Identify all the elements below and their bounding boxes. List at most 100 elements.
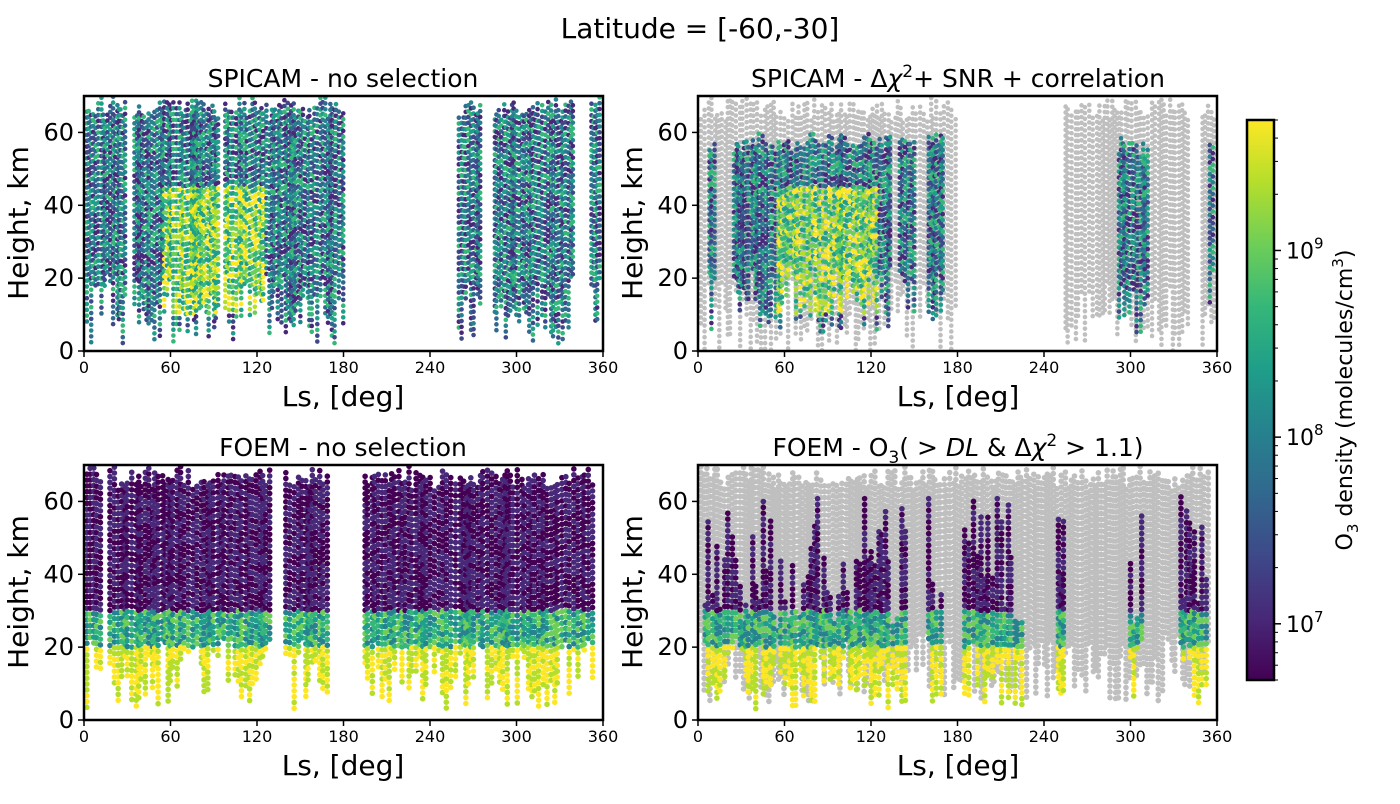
data-point: [216, 175, 221, 180]
data-point: [478, 225, 483, 230]
data-point: [478, 126, 483, 131]
data-point: [478, 260, 483, 265]
data-point: [141, 114, 146, 119]
data-point: [341, 251, 346, 256]
data-point: [210, 103, 215, 108]
data-point: [279, 314, 284, 319]
data-point: [123, 292, 128, 297]
data-point: [323, 101, 328, 106]
data-point: [332, 341, 337, 346]
data-point: [527, 329, 532, 334]
data-point: [152, 331, 157, 336]
data-point: [478, 295, 483, 300]
data-point: [341, 233, 346, 238]
data-point: [279, 285, 284, 290]
data-point: [341, 199, 346, 204]
data-point: [291, 107, 296, 112]
data-point: [328, 102, 333, 107]
data-point: [216, 134, 221, 139]
data-point: [158, 304, 163, 309]
data-point: [478, 132, 483, 137]
data-point: [216, 262, 221, 267]
data-point: [242, 101, 247, 106]
data-point: [341, 204, 346, 209]
data-point: [85, 296, 90, 301]
data-point: [206, 316, 211, 321]
scatter-marks: [85, 94, 602, 345]
data-point: [332, 283, 337, 288]
data-point: [318, 282, 323, 287]
data-point: [111, 298, 116, 303]
data-point: [478, 290, 483, 295]
data-point: [194, 326, 199, 331]
data-point: [216, 151, 221, 156]
data-point: [275, 311, 280, 316]
data-point: [309, 306, 314, 311]
data-point: [531, 321, 536, 326]
data-point: [341, 193, 346, 198]
data-point: [271, 290, 276, 295]
data-point: [549, 102, 554, 107]
data-point: [478, 278, 483, 283]
data-point: [459, 319, 464, 324]
data-point: [216, 291, 221, 296]
data-point: [551, 334, 556, 339]
data-point: [120, 323, 125, 328]
data-point: [315, 328, 320, 333]
data-point: [478, 103, 483, 108]
data-point: [213, 316, 218, 321]
data-point: [267, 325, 272, 330]
data-point: [535, 101, 540, 106]
data-point: [216, 285, 221, 290]
data-point: [253, 100, 258, 105]
data-point: [261, 298, 266, 303]
data-point: [253, 304, 258, 309]
data-point: [517, 302, 522, 307]
data-point: [185, 107, 190, 112]
data-point: [478, 161, 483, 166]
data-point: [517, 319, 522, 324]
data-point: [89, 287, 94, 292]
data-point: [341, 257, 346, 262]
data-point: [242, 107, 247, 112]
data-point: [301, 107, 306, 112]
data-point: [123, 222, 128, 227]
data-point: [332, 317, 337, 322]
data-point: [152, 319, 157, 324]
data-point: [478, 155, 483, 160]
data-point: [234, 314, 239, 319]
data-point: [478, 266, 483, 271]
data-point: [275, 293, 280, 298]
data-point: [341, 181, 346, 186]
data-point: [158, 299, 163, 304]
data-point: [152, 337, 157, 342]
data-point: [216, 180, 221, 185]
data-point: [216, 210, 221, 215]
data-point: [332, 277, 337, 282]
data-point: [315, 316, 320, 321]
data-point: [123, 158, 128, 163]
data-point: [120, 341, 125, 346]
data-point: [216, 169, 221, 174]
data-point: [123, 141, 128, 146]
data-point: [315, 333, 320, 338]
data-point: [471, 292, 476, 297]
data-point: [279, 308, 284, 313]
data-point: [102, 278, 107, 283]
data-point: [85, 319, 90, 324]
data-point: [212, 109, 217, 114]
data-point: [471, 315, 476, 320]
data-point: [341, 303, 346, 308]
data-point: [239, 313, 244, 318]
data-point: [267, 331, 272, 336]
data-point: [309, 318, 314, 323]
data-point: [86, 109, 91, 114]
data-point: [341, 292, 346, 297]
data-point: [504, 318, 509, 323]
data-point: [216, 215, 221, 220]
data-point: [459, 301, 464, 306]
data-point: [478, 202, 483, 207]
data-point: [248, 289, 253, 294]
